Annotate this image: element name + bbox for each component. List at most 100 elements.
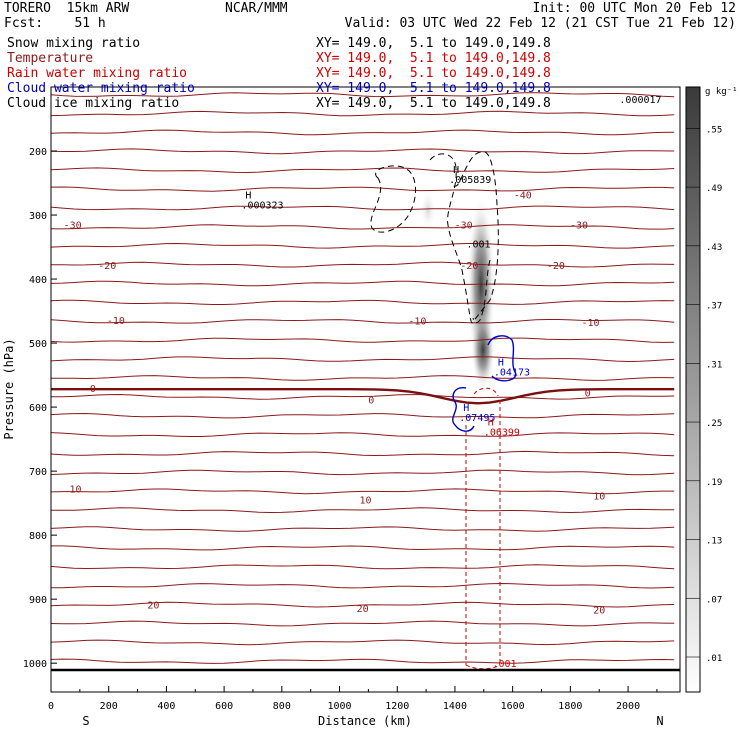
colorbar-unit: g kg⁻¹	[705, 87, 738, 97]
isotherm-line	[50, 432, 675, 437]
y-tick-label: 300	[29, 211, 47, 222]
temperature-label: -30	[570, 221, 588, 232]
temperature-label: -20	[98, 261, 116, 272]
isotherm-line	[50, 526, 675, 532]
isotherm-line	[50, 564, 675, 570]
field-name: Snow mixing ratio	[7, 36, 141, 51]
temperature-label: -30	[455, 221, 473, 232]
temperature-label: 10	[593, 491, 605, 502]
isotherm-line	[50, 186, 675, 192]
snow-maximum-label: .001	[466, 240, 490, 251]
y-tick-label: 600	[29, 403, 47, 414]
isotherm-line	[50, 319, 675, 324]
isotherm-line	[50, 450, 675, 457]
y-tick-label: 700	[29, 467, 47, 478]
colorbar-label: .25	[706, 419, 722, 429]
isotherm-line	[50, 507, 675, 514]
temperature-label: 0	[368, 395, 374, 406]
isotherm-line	[50, 129, 675, 136]
x-tick-label: 800	[273, 701, 291, 712]
rain-maximum-label: .06399	[484, 427, 520, 438]
x-tick-label: 1800	[558, 701, 582, 712]
cloud-ice-contour	[370, 165, 416, 233]
plot-frame	[50, 86, 681, 693]
temperature-label: -20	[547, 261, 565, 272]
isotherm-line	[50, 337, 675, 343]
temperature-label: 10	[70, 484, 82, 495]
temperature-label: -30	[64, 221, 82, 232]
cloud-water-contour	[487, 335, 517, 382]
ice-maximum-label: .000017	[619, 95, 661, 106]
field-name: Temperature	[7, 51, 94, 66]
isotherm-line	[50, 412, 675, 419]
field-name: Cloud ice mixing ratio	[7, 96, 180, 111]
max-marker: H	[245, 191, 251, 202]
colorbar-label: .07	[706, 595, 722, 605]
hydrometeor-contours	[370, 151, 517, 670]
y-tick-label: 500	[29, 339, 47, 350]
x-axis: 0 200 400 600 800 1000 1200 1400 1600 1800 2000	[48, 686, 658, 712]
isotherm-line	[50, 488, 675, 495]
field-name: Cloud water mixing ratio	[7, 81, 195, 96]
x-tick-label: 400	[157, 701, 175, 712]
x-tick-label: 0	[48, 701, 54, 712]
forecast-hour: Fcst: 51 h	[4, 16, 106, 31]
snow-maximum-label: .005839	[449, 175, 491, 186]
isotherm-line	[50, 658, 675, 664]
temperature-label: 0	[585, 388, 591, 399]
colorbar: .55 .49 .43 .37 .31 .25 .19 .13 .07 .01 g kg⁻¹	[685, 86, 738, 693]
x-tick-label: 1200	[385, 701, 409, 712]
snow-maximum-label: .000323	[241, 201, 283, 212]
rain-maximum-label: .001	[492, 659, 516, 670]
field-section-coords: XY= 149.0, 5.1 to 149.0,149.8	[316, 36, 551, 51]
temperature-label: 20	[593, 605, 605, 616]
snow-core-low	[471, 310, 495, 390]
isotherm-line	[51, 545, 675, 551]
field-name: Rain water mixing ratio	[7, 66, 188, 81]
isotherm-line	[50, 92, 675, 98]
snow-shading	[420, 190, 495, 390]
max-marker: H	[453, 165, 459, 176]
isotherm-line	[50, 148, 675, 155]
isotherm-line	[50, 167, 675, 174]
isotherm-line	[50, 469, 675, 476]
temperature-label: -10	[408, 317, 426, 328]
colorbar-label: .19	[706, 478, 722, 488]
colorbar-label: .55	[706, 125, 722, 135]
y-axis: 200 300 400 500 600 700 800 900 1000	[23, 147, 57, 670]
maxima-labels: .000323H.005839H.001.04173H.07495H.06399…	[241, 95, 661, 670]
x-tick-label: 200	[100, 701, 118, 712]
isotherm-line	[51, 393, 675, 400]
rain-contour	[473, 387, 499, 397]
temperature-label: -10	[582, 318, 600, 329]
isotherm-line	[50, 110, 675, 117]
y-tick-label: 400	[29, 275, 47, 286]
temperature-label: 0	[90, 384, 96, 395]
colorbar-label: .31	[706, 360, 722, 370]
temperature-label: -40	[514, 191, 532, 202]
isotherm-line	[50, 224, 675, 230]
isotherm-line	[51, 582, 675, 589]
max-marker: H	[498, 358, 504, 369]
colorbar-label: .13	[706, 537, 722, 547]
valid-time: Valid: 03 UTC Wed 22 Feb 12 (21 CST Tue …	[344, 16, 736, 31]
x-tick-label: 1400	[443, 701, 467, 712]
cloud_water-maximum-label: .07495	[459, 413, 495, 424]
field-section-coords: XY= 149.0, 5.1 to 149.0,149.8	[316, 81, 551, 96]
y-tick-label: 200	[29, 147, 47, 158]
model-name: TORERO 15km ARW	[4, 1, 130, 16]
isotherm-line	[50, 205, 675, 211]
organization: NCAR/MMM	[225, 1, 288, 16]
max-marker: H	[488, 417, 494, 428]
cloud-water-contour	[452, 387, 475, 432]
temperature-label: 20	[147, 600, 159, 611]
max-marker: H	[463, 403, 469, 414]
x-axis-label: Distance (km)	[318, 714, 412, 728]
isotherm-line	[50, 601, 675, 608]
snow-faint	[420, 190, 436, 230]
x-tick-label: 1000	[327, 701, 351, 712]
y-axis-label: Pressure (hPa)	[2, 338, 16, 439]
isotherm-line	[50, 639, 675, 646]
endpoint-right: N	[656, 714, 663, 728]
